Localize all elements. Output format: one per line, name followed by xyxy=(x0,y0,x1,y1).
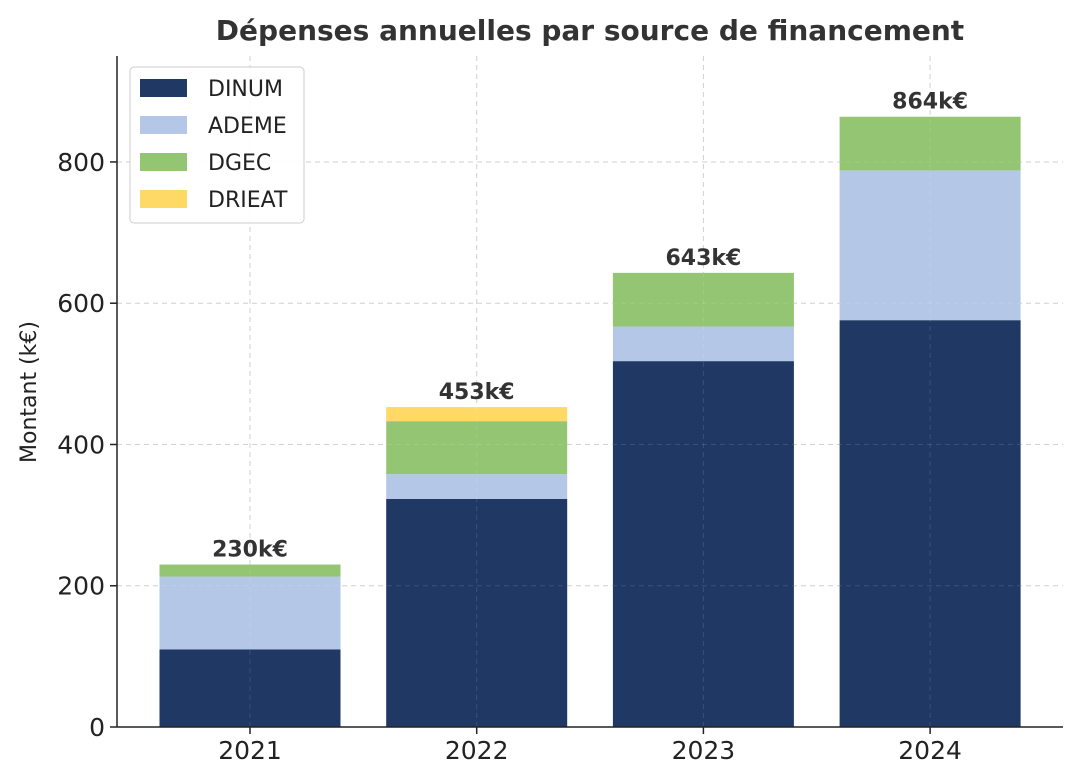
bar-dgec-2023 xyxy=(612,272,794,327)
legend-label-dinum: DINUM xyxy=(208,77,283,102)
x-tick-label-2021: 2021 xyxy=(218,736,282,765)
labels: 230k€ 453k€ 643k€ 864k€ xyxy=(212,90,968,563)
bar-dinum-2023 xyxy=(612,361,794,727)
legend-swatch-drieat xyxy=(140,190,187,208)
bar-dinum-2024 xyxy=(839,320,1021,727)
legend: DINUM ADEME DGEC DRIEAT xyxy=(129,66,305,224)
chart-title: Dépenses annuelles par source de finance… xyxy=(216,14,964,47)
y-tick-label: 800 xyxy=(57,148,105,177)
bar-drieat-2022 xyxy=(386,407,568,422)
bar-ademe-2022 xyxy=(386,474,568,499)
x-tick-label-2024: 2024 xyxy=(898,736,962,765)
y-tick-label: 400 xyxy=(57,430,105,459)
legend-label-ademe: ADEME xyxy=(208,114,287,139)
total-label-2024: 864k€ xyxy=(892,90,968,115)
bar-ademe-2023 xyxy=(612,326,794,362)
bar-dinum-2021 xyxy=(159,649,341,727)
bar-ademe-2021 xyxy=(159,576,341,650)
bar-ademe-2024 xyxy=(839,170,1021,321)
legend-label-drieat: DRIEAT xyxy=(208,188,288,213)
total-label-2021: 230k€ xyxy=(212,538,288,563)
total-label-2023: 643k€ xyxy=(665,246,741,271)
bars xyxy=(117,56,1063,727)
legend-swatch-dinum xyxy=(140,79,187,97)
bar-dgec-2024 xyxy=(839,116,1021,171)
bar-dinum-2022 xyxy=(386,498,568,727)
legend-box xyxy=(129,66,305,224)
x-tick-label-2023: 2023 xyxy=(672,736,736,765)
legend-swatch-dgec xyxy=(140,153,187,171)
bar-dgec-2022 xyxy=(386,421,568,475)
y-tick-label: 200 xyxy=(57,572,105,601)
legend-swatch-ademe xyxy=(140,116,187,134)
y-tick-label: 0 xyxy=(89,713,105,742)
total-label-2022: 453k€ xyxy=(439,380,515,405)
y-tick-label: 600 xyxy=(57,289,105,318)
y-axis-label: Montant (k€) xyxy=(17,321,42,463)
bar-dgec-2021 xyxy=(159,564,341,577)
axes: 0 200 400 600 800 2021 2022 2023 2024 xyxy=(57,56,1063,765)
legend-label-dgec: DGEC xyxy=(208,151,271,176)
x-tick-label-2022: 2022 xyxy=(445,736,509,765)
